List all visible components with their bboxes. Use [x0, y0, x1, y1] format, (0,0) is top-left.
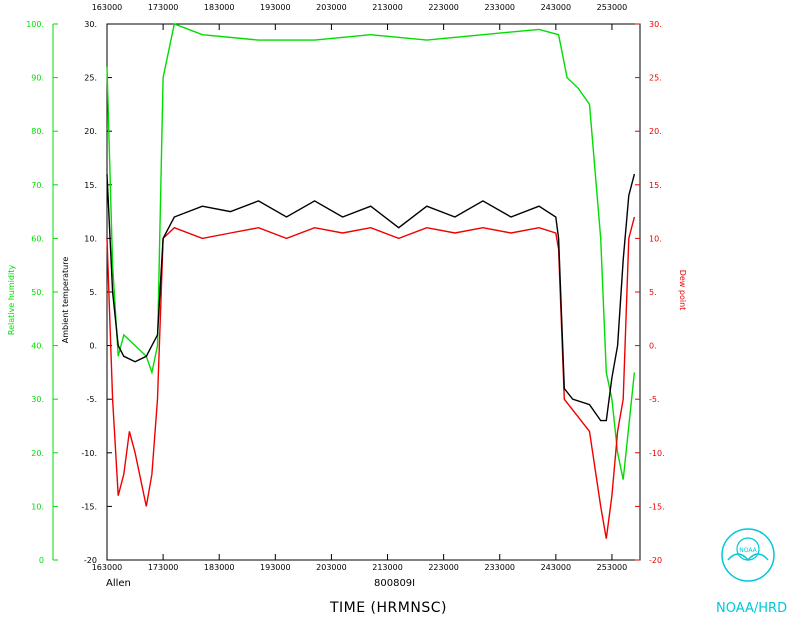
temperature-tick-label: -10.	[81, 449, 97, 458]
temperature-tick-label: 10.	[84, 234, 97, 243]
x-tick-label-top: 233000	[484, 3, 515, 12]
storm-name: Allen	[106, 578, 131, 589]
humidity-tick-label: 10.	[31, 502, 44, 511]
humidity-tick-label: 0	[39, 556, 44, 565]
x-tick-label-top: 163000	[92, 3, 123, 12]
temperature-tick-label: -5.	[86, 395, 97, 404]
dewpoint-tick-label: -5.	[649, 395, 660, 404]
dewpoint-tick-label: 0.	[649, 342, 657, 351]
humidity-axis-title: Relative humidity	[7, 265, 16, 335]
x-tick-label-top: 213000	[372, 3, 403, 12]
svg-text:NOAA: NOAA	[739, 547, 757, 554]
x-tick-label: 193000	[260, 563, 291, 572]
x-tick-label-top: 203000	[316, 3, 347, 12]
dewpoint-tick-label: 25.	[649, 74, 662, 83]
x-tick-label: 213000	[372, 563, 403, 572]
humidity-tick-label: 60.	[31, 234, 44, 243]
dewpoint-axis-title: Dew point	[678, 270, 687, 311]
temperature-tick-label: 20.	[84, 127, 97, 136]
series-line-humidity	[106, 23, 636, 480]
x-tick-label-top: 223000	[428, 3, 459, 12]
temperature-axis-title: Ambient temperature	[61, 257, 70, 344]
dewpoint-tick-label: -20	[649, 556, 662, 565]
humidity-axis: 0 10. 20. 30. 40. 50. 60. 70. 80. 90. 100.	[26, 20, 58, 565]
humidity-tick-label: 90.	[31, 74, 44, 83]
dewpoint-tick-label: 15.	[649, 181, 662, 190]
dewpoint-tick-label: 20.	[649, 127, 662, 136]
humidity-tick-label: 40.	[31, 342, 44, 351]
x-tick-label: 163000	[92, 563, 123, 572]
x-tick-label-top: 253000	[597, 3, 628, 12]
x-tick-label-top: 173000	[148, 3, 179, 12]
temperature-tick-label: -20	[84, 556, 97, 565]
brand-label: NOAA/HRD	[716, 601, 787, 616]
series-line-dewpoint	[106, 216, 636, 539]
temperature-tick-label: 5.	[89, 288, 97, 297]
temperature-tick-label: 30.	[84, 20, 97, 29]
x-tick-label: 203000	[316, 563, 347, 572]
dewpoint-tick-label: -15.	[649, 502, 665, 511]
x-tick-label-top: 193000	[260, 3, 291, 12]
temperature-tick-label: 15.	[84, 181, 97, 190]
x-tick-label: 183000	[204, 563, 235, 572]
flight-id: 800809I	[374, 578, 415, 589]
noaa-logo-icon: NOAA	[721, 528, 775, 582]
x-axis-title: TIME (HRMNSC)	[329, 600, 447, 616]
dewpoint-tick-label: -10.	[649, 449, 665, 458]
x-tick-label: 233000	[484, 563, 515, 572]
humidity-tick-label: 50.	[31, 288, 44, 297]
x-tick-label: 253000	[597, 563, 628, 572]
dewpoint-tick-label: 30.	[649, 20, 662, 29]
temperature-tick-label: 25.	[84, 74, 97, 83]
x-tick-label-top: 243000	[541, 3, 572, 12]
x-axis: 163000 163000 173000 173000 183000 183000 1930…	[92, 3, 627, 572]
x-tick-label: 243000	[541, 563, 572, 572]
humidity-tick-label: 30.	[31, 395, 44, 404]
temperature-tick-label: 0.	[89, 342, 97, 351]
humidity-tick-label: 80.	[31, 127, 44, 136]
dewpoint-tick-label: 5.	[649, 288, 657, 297]
x-tick-label: 223000	[428, 563, 459, 572]
humidity-tick-label: 100.	[26, 20, 44, 29]
x-tick-label: 173000	[148, 563, 179, 572]
temperature-axis: -20 -15. -10. -5. 0. 5. 10. 15. 20. 25. 30.	[81, 20, 112, 565]
temperature-tick-label: -15.	[81, 502, 97, 511]
series-line-temperature	[106, 173, 636, 422]
x-tick-label-top: 183000	[204, 3, 235, 12]
dewpoint-axis: -20 -15. -10. -5. 0. 5. 10. 15. 20. 25. 30.	[635, 20, 665, 565]
dewpoint-tick-label: 10.	[649, 234, 662, 243]
humidity-tick-label: 70.	[31, 181, 44, 190]
series-group	[106, 23, 636, 539]
humidity-tick-label: 20.	[31, 449, 44, 458]
